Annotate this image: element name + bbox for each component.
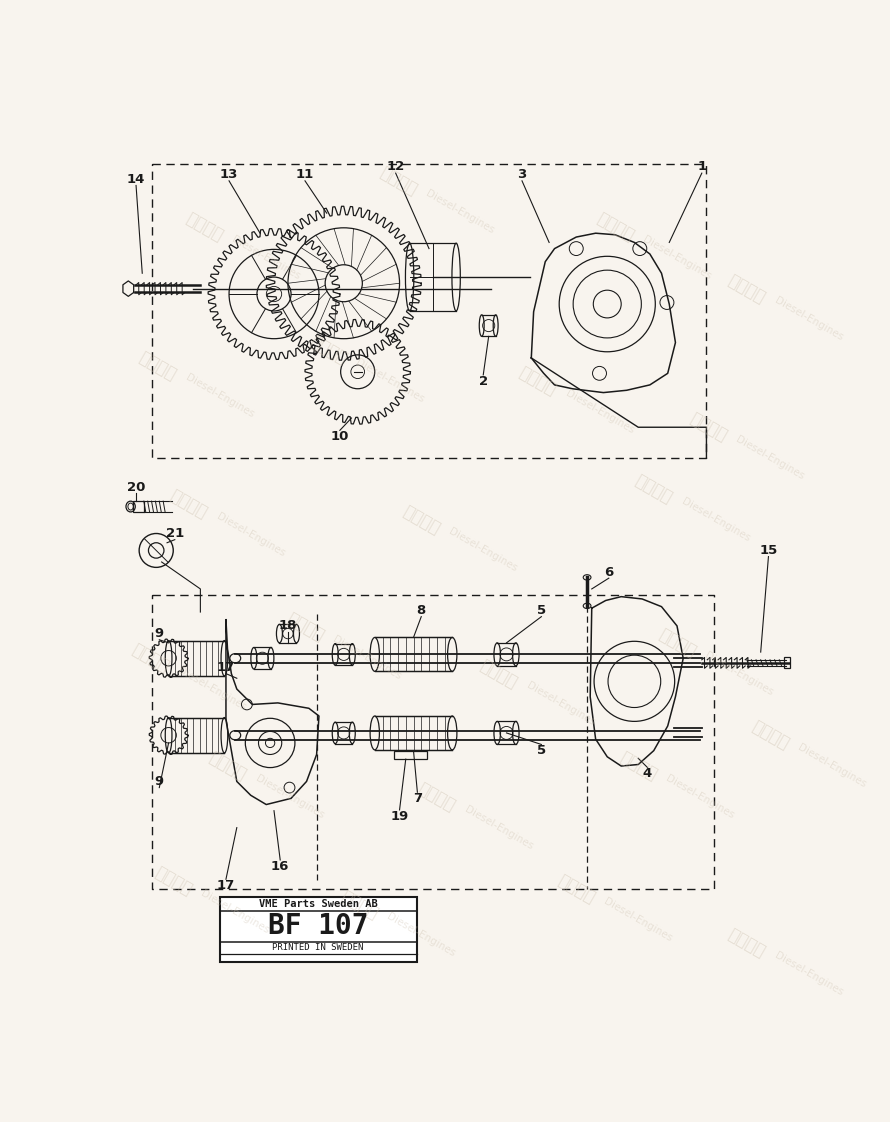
Text: Diesel-Engines: Diesel-Engines [641,234,713,282]
Text: 18: 18 [279,619,297,633]
Text: Diesel-Engines: Diesel-Engines [448,527,519,574]
Text: 3: 3 [517,168,527,181]
Text: 13: 13 [220,168,239,181]
Text: 2: 2 [479,375,488,387]
Text: Diesel-Engines: Diesel-Engines [796,743,868,790]
Text: 紫发动力: 紫发动力 [167,487,211,522]
Text: 紫发动力: 紫发动力 [283,609,327,645]
Bar [220,896,417,963]
Text: 8: 8 [417,604,426,617]
Text: Diesel-Engines: Diesel-Engines [773,950,845,997]
Text: Diesel-Engines: Diesel-Engines [463,804,535,852]
Text: 7: 7 [413,792,422,804]
Text: 6: 6 [604,565,613,579]
Bar [784,657,790,669]
Text: 紫发动力: 紫发动力 [725,270,769,306]
Text: 紫发动力: 紫发动力 [477,656,521,691]
Text: 紫发动力: 紫发动力 [554,872,598,907]
Text: 紫发动力: 紫发动力 [306,332,350,368]
Text: 紫发动力: 紫发动力 [632,471,676,507]
Text: Diesel-Engines: Diesel-Engines [603,896,675,944]
Bar [394,751,426,760]
Text: Diesel-Engines: Diesel-Engines [331,635,403,682]
Text: Diesel-Engines: Diesel-Engines [424,188,496,236]
Text: Diesel-Engines: Diesel-Engines [563,388,635,435]
Text: 紫发动力: 紫发动力 [400,502,443,537]
Text: PRINTED IN SWEDEN: PRINTED IN SWEDEN [272,944,364,953]
Text: 紫发动力: 紫发动力 [725,926,769,960]
Text: 1: 1 [697,160,707,174]
Text: 紫发动力: 紫发动力 [128,641,172,677]
Text: 紫发动力: 紫发动力 [136,348,180,384]
Text: Diesel-Engines: Diesel-Engines [734,434,806,481]
Text: Diesel-Engines: Diesel-Engines [354,358,426,405]
Text: 9: 9 [155,775,164,788]
Text: 紫发动力: 紫发动力 [415,779,458,815]
Bar [133,502,144,512]
Text: 紫发动力: 紫发动力 [515,364,559,398]
Text: Diesel-Engines: Diesel-Engines [199,889,271,936]
Text: 20: 20 [127,481,145,494]
Text: Diesel-Engines: Diesel-Engines [664,773,736,820]
Text: 紫发动力: 紫发动力 [337,886,381,922]
Text: Diesel-Engines: Diesel-Engines [680,496,752,543]
Text: Diesel-Engines: Diesel-Engines [525,681,596,728]
Text: Diesel-Engines: Diesel-Engines [176,665,248,712]
Text: 15: 15 [759,544,778,557]
Text: Diesel-Engines: Diesel-Engines [214,512,287,559]
Text: 紫发动力: 紫发动力 [206,748,249,784]
Text: 12: 12 [386,160,405,174]
Text: 17: 17 [217,879,235,892]
Text: 11: 11 [295,168,314,181]
Text: 17: 17 [217,661,235,674]
Text: 5: 5 [537,744,546,757]
Text: 紫发动力: 紫发动力 [151,864,195,900]
Text: 21: 21 [166,527,184,540]
Text: 5: 5 [537,604,546,617]
Text: 19: 19 [391,810,409,822]
Text: 紫发动力: 紫发动力 [686,410,730,445]
Text: 紫发动力: 紫发动力 [182,209,226,245]
Text: Diesel-Engines: Diesel-Engines [773,296,845,343]
Text: 紫发动力: 紫发动力 [748,717,792,753]
Text: 4: 4 [643,767,652,780]
Text: 紫发动力: 紫发动力 [593,209,637,245]
Text: 16: 16 [271,859,289,873]
Text: 紫发动力: 紫发动力 [655,625,699,661]
Text: Diesel-Engines: Diesel-Engines [184,373,255,420]
Text: 紫发动力: 紫发动力 [617,748,660,784]
Text: 10: 10 [331,430,349,443]
Text: 14: 14 [127,173,145,186]
Text: 9: 9 [155,627,164,640]
Text: 紫发动力: 紫发动力 [376,163,420,199]
Text: Diesel-Engines: Diesel-Engines [385,912,457,959]
Text: VME Parts Sweden AB: VME Parts Sweden AB [259,899,377,909]
Text: Diesel-Engines: Diesel-Engines [254,773,326,820]
Text: Diesel-Engines: Diesel-Engines [231,234,303,282]
Text: BF 107: BF 107 [268,912,368,940]
Text: Diesel-Engines: Diesel-Engines [703,650,775,697]
